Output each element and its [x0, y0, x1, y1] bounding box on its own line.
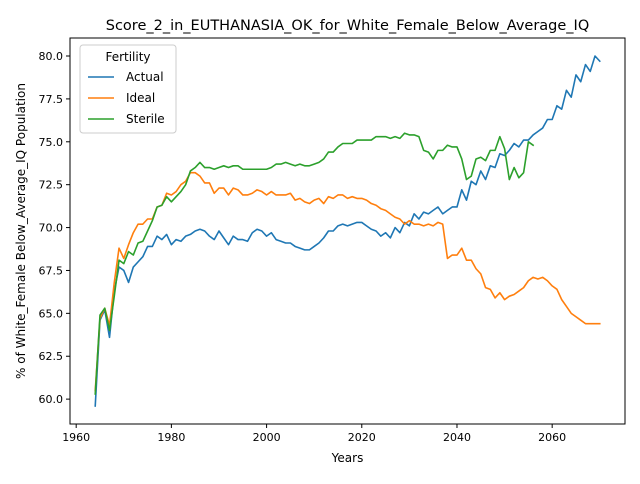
legend-label-actual: Actual — [126, 70, 164, 84]
y-tick-label: 80.0 — [39, 50, 64, 63]
y-tick-label: 75.0 — [39, 136, 64, 149]
y-axis-label: % of White_Female Below_Average_IQ Popul… — [14, 83, 28, 379]
x-tick-label: 1960 — [62, 431, 90, 444]
y-axis: 60.0 62.5 65.0 67.5 70.0 72.5 75.0 77.5 80.0 — [39, 50, 70, 406]
series-layer — [94, 55, 601, 407]
y-tick-label: 72.5 — [39, 179, 64, 192]
chart-title: Score_2_in_EUTHANASIA_OK_for_White_Femal… — [106, 18, 589, 34]
series-line-sterile — [94, 132, 535, 395]
legend-entries: Actual Ideal Sterile — [88, 70, 165, 126]
axes-frame — [69, 37, 626, 425]
y-tick-label: 60.0 — [39, 393, 64, 406]
y-tick-label: 62.5 — [39, 350, 64, 363]
x-tick-label: 2040 — [443, 431, 471, 444]
y-tick-label: 67.5 — [39, 264, 64, 277]
x-axis-label: Years — [331, 451, 364, 465]
series-line-actual — [94, 55, 601, 407]
x-tick-label: 2000 — [253, 431, 281, 444]
legend-label-ideal: Ideal — [126, 91, 155, 105]
legend-title: Fertility — [105, 50, 150, 64]
y-tick-label: 65.0 — [39, 307, 64, 320]
y-tick-label: 77.5 — [39, 93, 64, 106]
y-tick-label: 70.0 — [39, 222, 64, 235]
x-tick-label: 2020 — [348, 431, 376, 444]
legend: Fertility Actual Ideal Sterile — [79, 44, 177, 134]
series-line-ideal — [94, 171, 601, 392]
x-tick-label: 1980 — [157, 431, 185, 444]
x-tick-label: 2060 — [538, 431, 566, 444]
legend-label-sterile: Sterile — [126, 112, 165, 126]
x-axis: 1960 1980 2000 2020 2040 2060 — [62, 424, 566, 444]
legend-box — [79, 44, 177, 134]
